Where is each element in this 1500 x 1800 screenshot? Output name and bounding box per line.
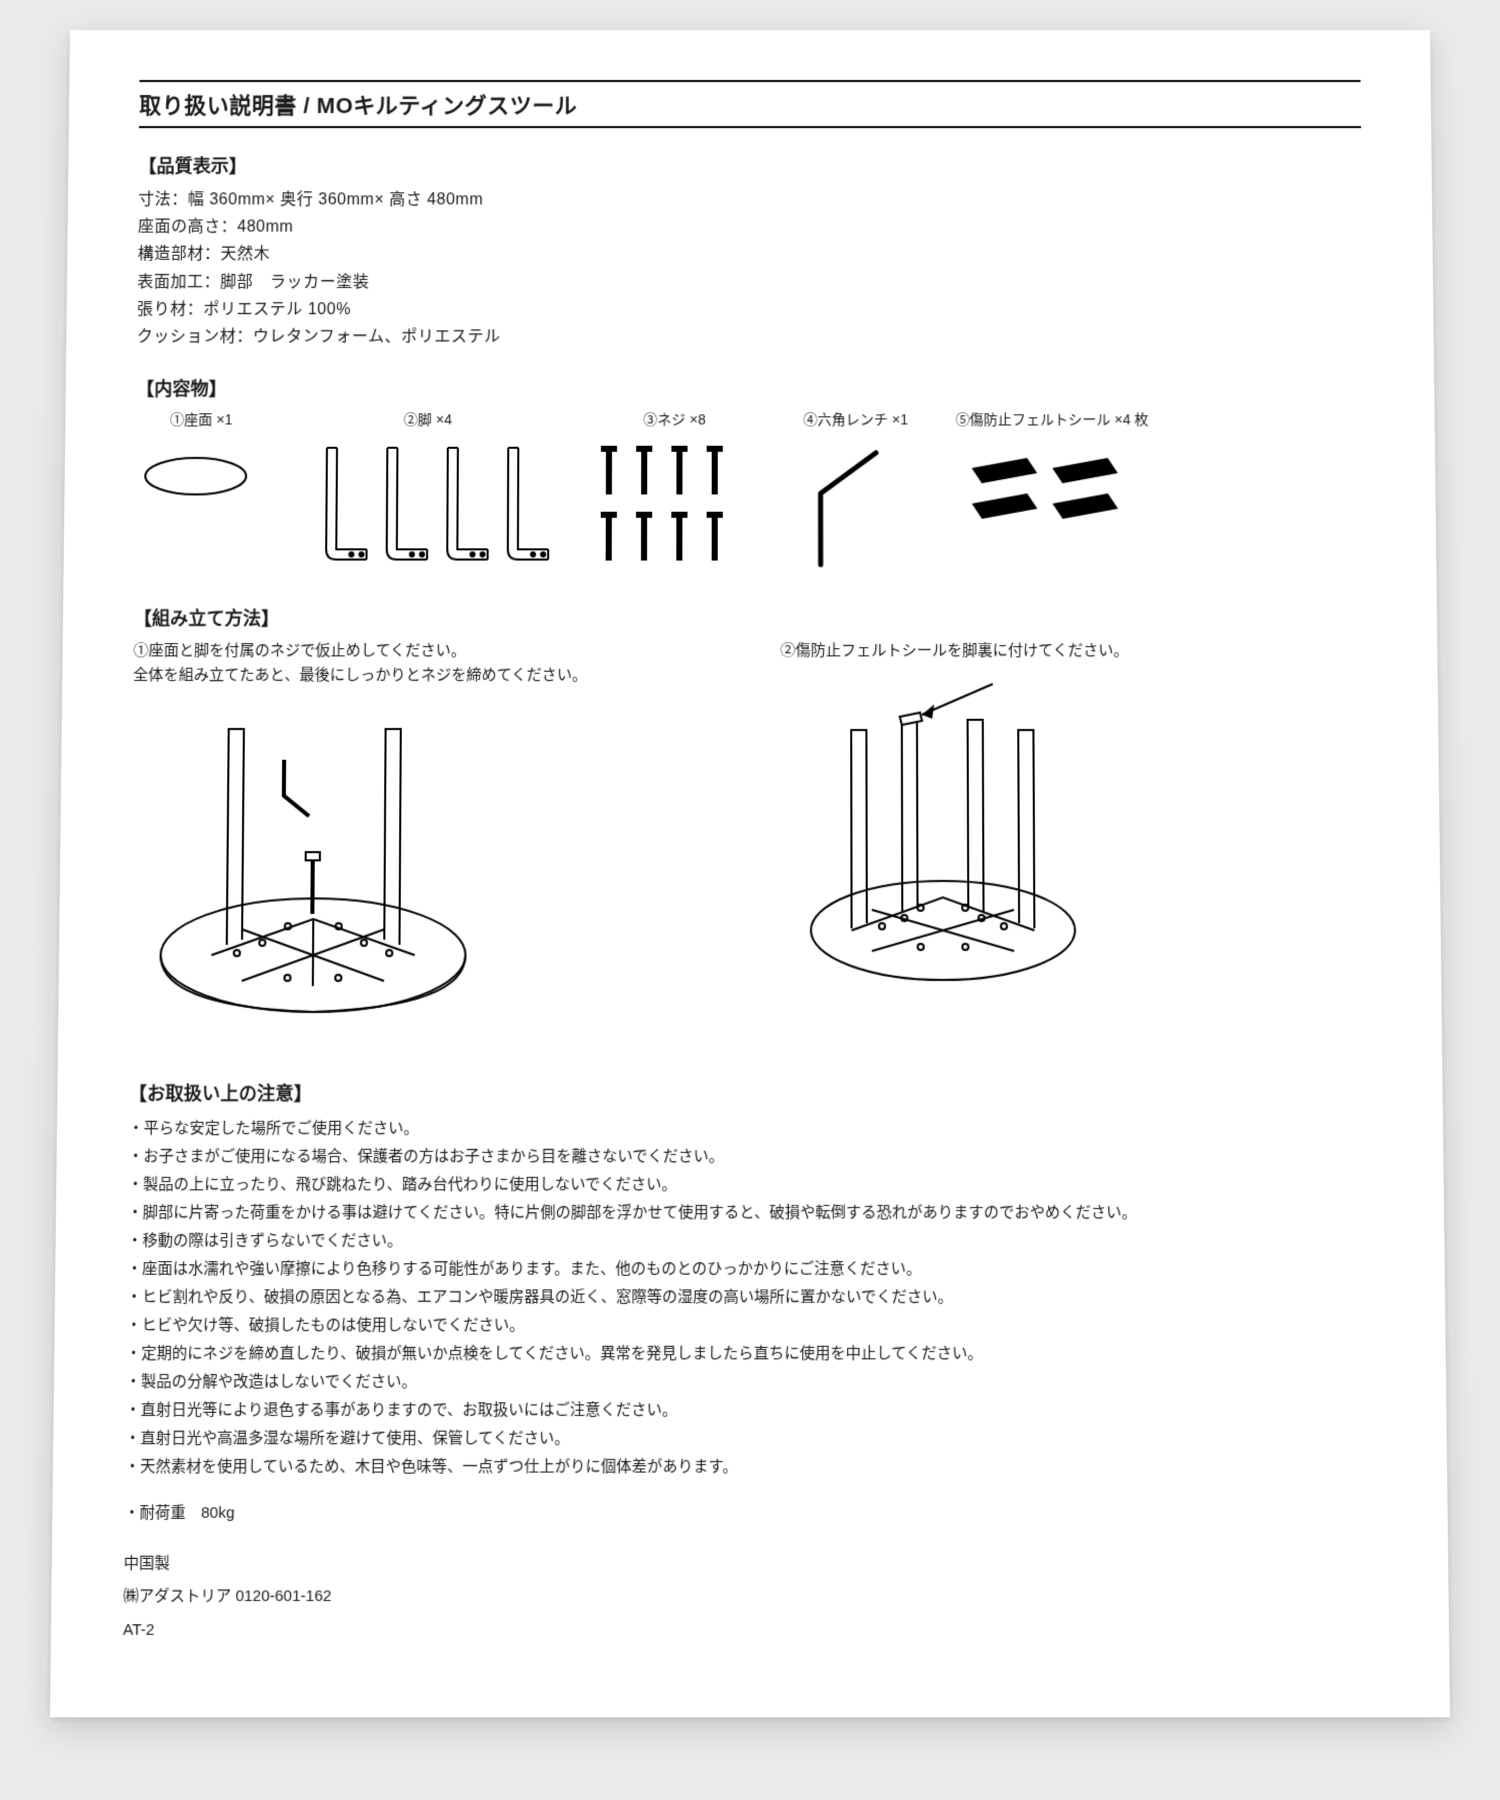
caution-item: ・座面は水濡れや強い摩擦により色移りする可能性があります。また、他のものとのひっ… (127, 1255, 1374, 1283)
assembly-step-1: ①座面と脚を付属のネジで仮止めしてください。 全体を組み立てたあと、最後にしっか… (129, 639, 719, 1038)
caution-item: ・お子さまがご使用になる場合、保護者の方はお子さまから目を離さないでください。 (128, 1143, 1372, 1171)
company: ㈱アダストリア 0120-601-162 (123, 1583, 1377, 1610)
contents-row: ①座面 ×1 ②脚 ×4 (134, 409, 1366, 580)
part-label: ④六角レンチ ×1 (790, 409, 921, 429)
code: AT-2 (123, 1616, 1377, 1643)
spec-line: クッション材：ウレタンフォーム、ポリエステル (137, 323, 1364, 350)
part-hexkey: ④六角レンチ ×1 (790, 409, 921, 580)
step1-line2: 全体を組み立てたあと、最後にしっかりとネジを締めてください。 (133, 667, 587, 684)
assembly-step-2: ②傷防止フェルトシールを脚裏に付けてください。 (780, 639, 1370, 1038)
part-legs: ②脚 ×4 (296, 409, 559, 580)
caution-item: ・天然素材を使用しているため、木目や色味等、一点ずつ仕上がりに個体差があります。 (125, 1453, 1376, 1481)
spec-line: 座面の高さ：480mm (138, 214, 1362, 241)
spec-line: 構造部材：天然木 (137, 241, 1362, 268)
caution-item: ・ヒビや欠け等、破損したものは使用しないでください。 (126, 1311, 1374, 1339)
part-label: ⑤傷防止フェルトシール ×4 枚 (951, 409, 1152, 429)
part-screws: ③ネジ ×8 (588, 409, 760, 580)
legs-icon (296, 438, 559, 580)
caution-item: ・製品の上に立ったり、飛び跳ねたり、踏み台代わりに使用しないでください。 (128, 1171, 1373, 1199)
spec-line: 寸法：幅 360mm× 奥行 360mm× 高さ 480mm (138, 186, 1362, 213)
part-label: ③ネジ ×8 (589, 409, 760, 429)
caution-item: ・平らな安定した場所でご使用ください。 (128, 1115, 1372, 1143)
instruction-sheet: 取り扱い説明書 / MOキルティングスツール 【品質表示】 寸法：幅 360mm… (50, 30, 1450, 1717)
origin: 中国製 (124, 1550, 1377, 1577)
load-capacity: ・耐荷重 80kg (124, 1500, 1376, 1527)
caution-list: ・平らな安定した場所でご使用ください。 ・お子さまがご使用になる場合、保護者の方… (125, 1115, 1376, 1481)
caution-item: ・ヒビ割れや反り、破損の原因となる為、エアコンや暖房器具の近く、窓際等の湿度の高… (126, 1283, 1373, 1311)
hexkey-icon (790, 438, 901, 580)
document-title: 取り扱い説明書 / MOキルティングスツール (139, 80, 1361, 128)
seat-icon (135, 438, 257, 509)
assembly-row: ①座面と脚を付属のネジで仮止めしてください。 全体を組み立てたあと、最後にしっか… (129, 639, 1370, 1038)
caution-item: ・脚部に片寄った荷重をかける事は避けてください。特に片側の脚部を浮かせて使用する… (127, 1199, 1372, 1227)
part-label: ②脚 ×4 (297, 409, 559, 429)
caution-item: ・直射日光や高温多湿な場所を避けて使用、保管してください。 (125, 1424, 1375, 1452)
spec-line: 張り材：ポリエステル 100% (137, 296, 1363, 323)
assembly-diagram-2 (780, 674, 1106, 1013)
caution-item: ・直射日光等により退色する事がありますので、お取扱いにはご注意ください。 (125, 1396, 1375, 1424)
screws-icon (588, 438, 760, 580)
contents-heading: 【内容物】 (136, 375, 1364, 401)
spec-line: 表面加工：脚部 ラッカー塗装 (137, 268, 1363, 295)
assembly-heading: 【組み立て方法】 (134, 604, 1367, 631)
spec-heading: 【品質表示】 (138, 152, 1361, 178)
step-text: ①座面と脚を付属のネジで仮止めしてください。 全体を組み立てたあと、最後にしっか… (133, 639, 720, 688)
part-felt: ⑤傷防止フェルトシール ×4 枚 (951, 409, 1153, 539)
step1-line1: ①座面と脚を付属のネジで仮止めしてください。 (133, 642, 466, 659)
felt-icon (951, 438, 1143, 540)
step-text: ②傷防止フェルトシールを脚裏に付けてください。 (780, 639, 1366, 664)
caution-item: ・製品の分解や改造はしないでください。 (125, 1368, 1374, 1396)
spec-block: 寸法：幅 360mm× 奥行 360mm× 高さ 480mm 座面の高さ：480… (137, 186, 1364, 350)
caution-item: ・移動の際は引きずらないでください。 (127, 1227, 1373, 1255)
part-label: ①座面 ×1 (136, 409, 267, 429)
assembly-diagram-1 (129, 698, 497, 1038)
part-seat: ①座面 ×1 (135, 409, 267, 508)
caution-heading: 【お取扱い上の注意】 (129, 1079, 1372, 1106)
caution-item: ・定期的にネジを締め直したり、破損が無いか点検をしてください。異常を発見しました… (126, 1340, 1374, 1368)
